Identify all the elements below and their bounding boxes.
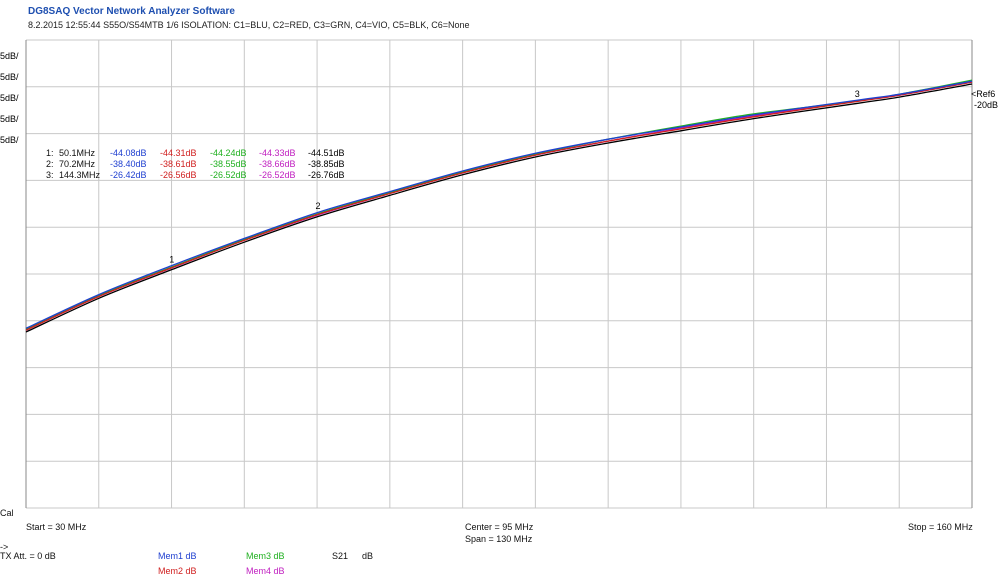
axis-stop-label: Stop = 160 MHz (908, 522, 973, 532)
marker-value-c5: -26.76dB (308, 170, 345, 180)
marker-value-c1: -38.40dB (110, 159, 147, 169)
measurement-subtitle: 8.2.2015 12:55:44 S55O/S54MTB 1/6 ISOLAT… (28, 20, 470, 30)
mem4-button[interactable]: Mem4 dB (246, 566, 285, 576)
marker-label: 1: (46, 148, 54, 158)
ref-label: <Ref6 (971, 89, 996, 99)
scale-label-c5: 5dB/ (0, 135, 19, 145)
marker-tags: 1 2 3 (169, 89, 860, 264)
axis-span-label: Span = 130 MHz (465, 534, 533, 544)
trace-c1 (25, 80, 973, 329)
marker-value-c3: -26.52dB (210, 170, 247, 180)
trace-c4 (25, 81, 973, 331)
app-title: DG8SAQ Vector Network Analyzer Software (28, 6, 235, 17)
marker-freq: 144.3MHz (59, 170, 101, 180)
axis-start-label: Start = 30 MHz (26, 522, 87, 532)
marker-label: 2: (46, 159, 54, 169)
marker-freq: 50.1MHz (59, 148, 96, 158)
mem2-button[interactable]: Mem2 dB (158, 566, 197, 576)
scale-label-c1: 5dB/ (0, 51, 19, 61)
s21-label[interactable]: S21 (332, 551, 349, 561)
mem1-button[interactable]: Mem1 dB (158, 551, 197, 561)
axis-center-label: Center = 95 MHz (465, 522, 534, 532)
marker-value-c4: -26.52dB (259, 170, 296, 180)
tx-attenuation[interactable]: TX Att. = 0 dB (0, 551, 56, 561)
chart-grid (25, 39, 973, 509)
marker-tag-1: 1 (169, 254, 174, 264)
ref-value: -20dB (974, 100, 999, 110)
marker-value-c2: -44.31dB (160, 148, 197, 158)
mem3-button[interactable]: Mem3 dB (246, 551, 285, 561)
cal-label: Cal (0, 508, 14, 518)
marker-freq: 70.2MHz (59, 159, 96, 169)
scale-label-c2: 5dB/ (0, 72, 19, 82)
marker-tag-3: 3 (855, 89, 860, 99)
marker-value-c3: -44.24dB (210, 148, 247, 158)
marker-value-c2: -38.61dB (160, 159, 197, 169)
s21-unit: dB (362, 551, 374, 561)
arrow-indicator: -> (0, 542, 9, 552)
marker-value-c1: -44.08dB (110, 148, 147, 158)
marker-value-c5: -44.51dB (308, 148, 345, 158)
trace-c3 (25, 79, 973, 330)
trace-c5 (25, 83, 973, 333)
marker-value-c1: -26.42dB (110, 170, 147, 180)
marker-value-c4: -38.66dB (259, 159, 296, 169)
marker-value-c5: -38.85dB (308, 159, 345, 169)
marker-value-c4: -44.33dB (259, 148, 296, 158)
ref-marker: 6 (990, 89, 996, 99)
marker-label: 3: (46, 170, 54, 180)
chart-traces (25, 79, 973, 333)
trace-c2 (25, 81, 973, 331)
scale-label-c4: 5dB/ (0, 114, 19, 124)
marker-value-c3: -38.55dB (210, 159, 247, 169)
marker-value-c2: -26.56dB (160, 170, 197, 180)
scale-label-c3: 5dB/ (0, 93, 19, 103)
marker-tag-2: 2 (316, 201, 321, 211)
